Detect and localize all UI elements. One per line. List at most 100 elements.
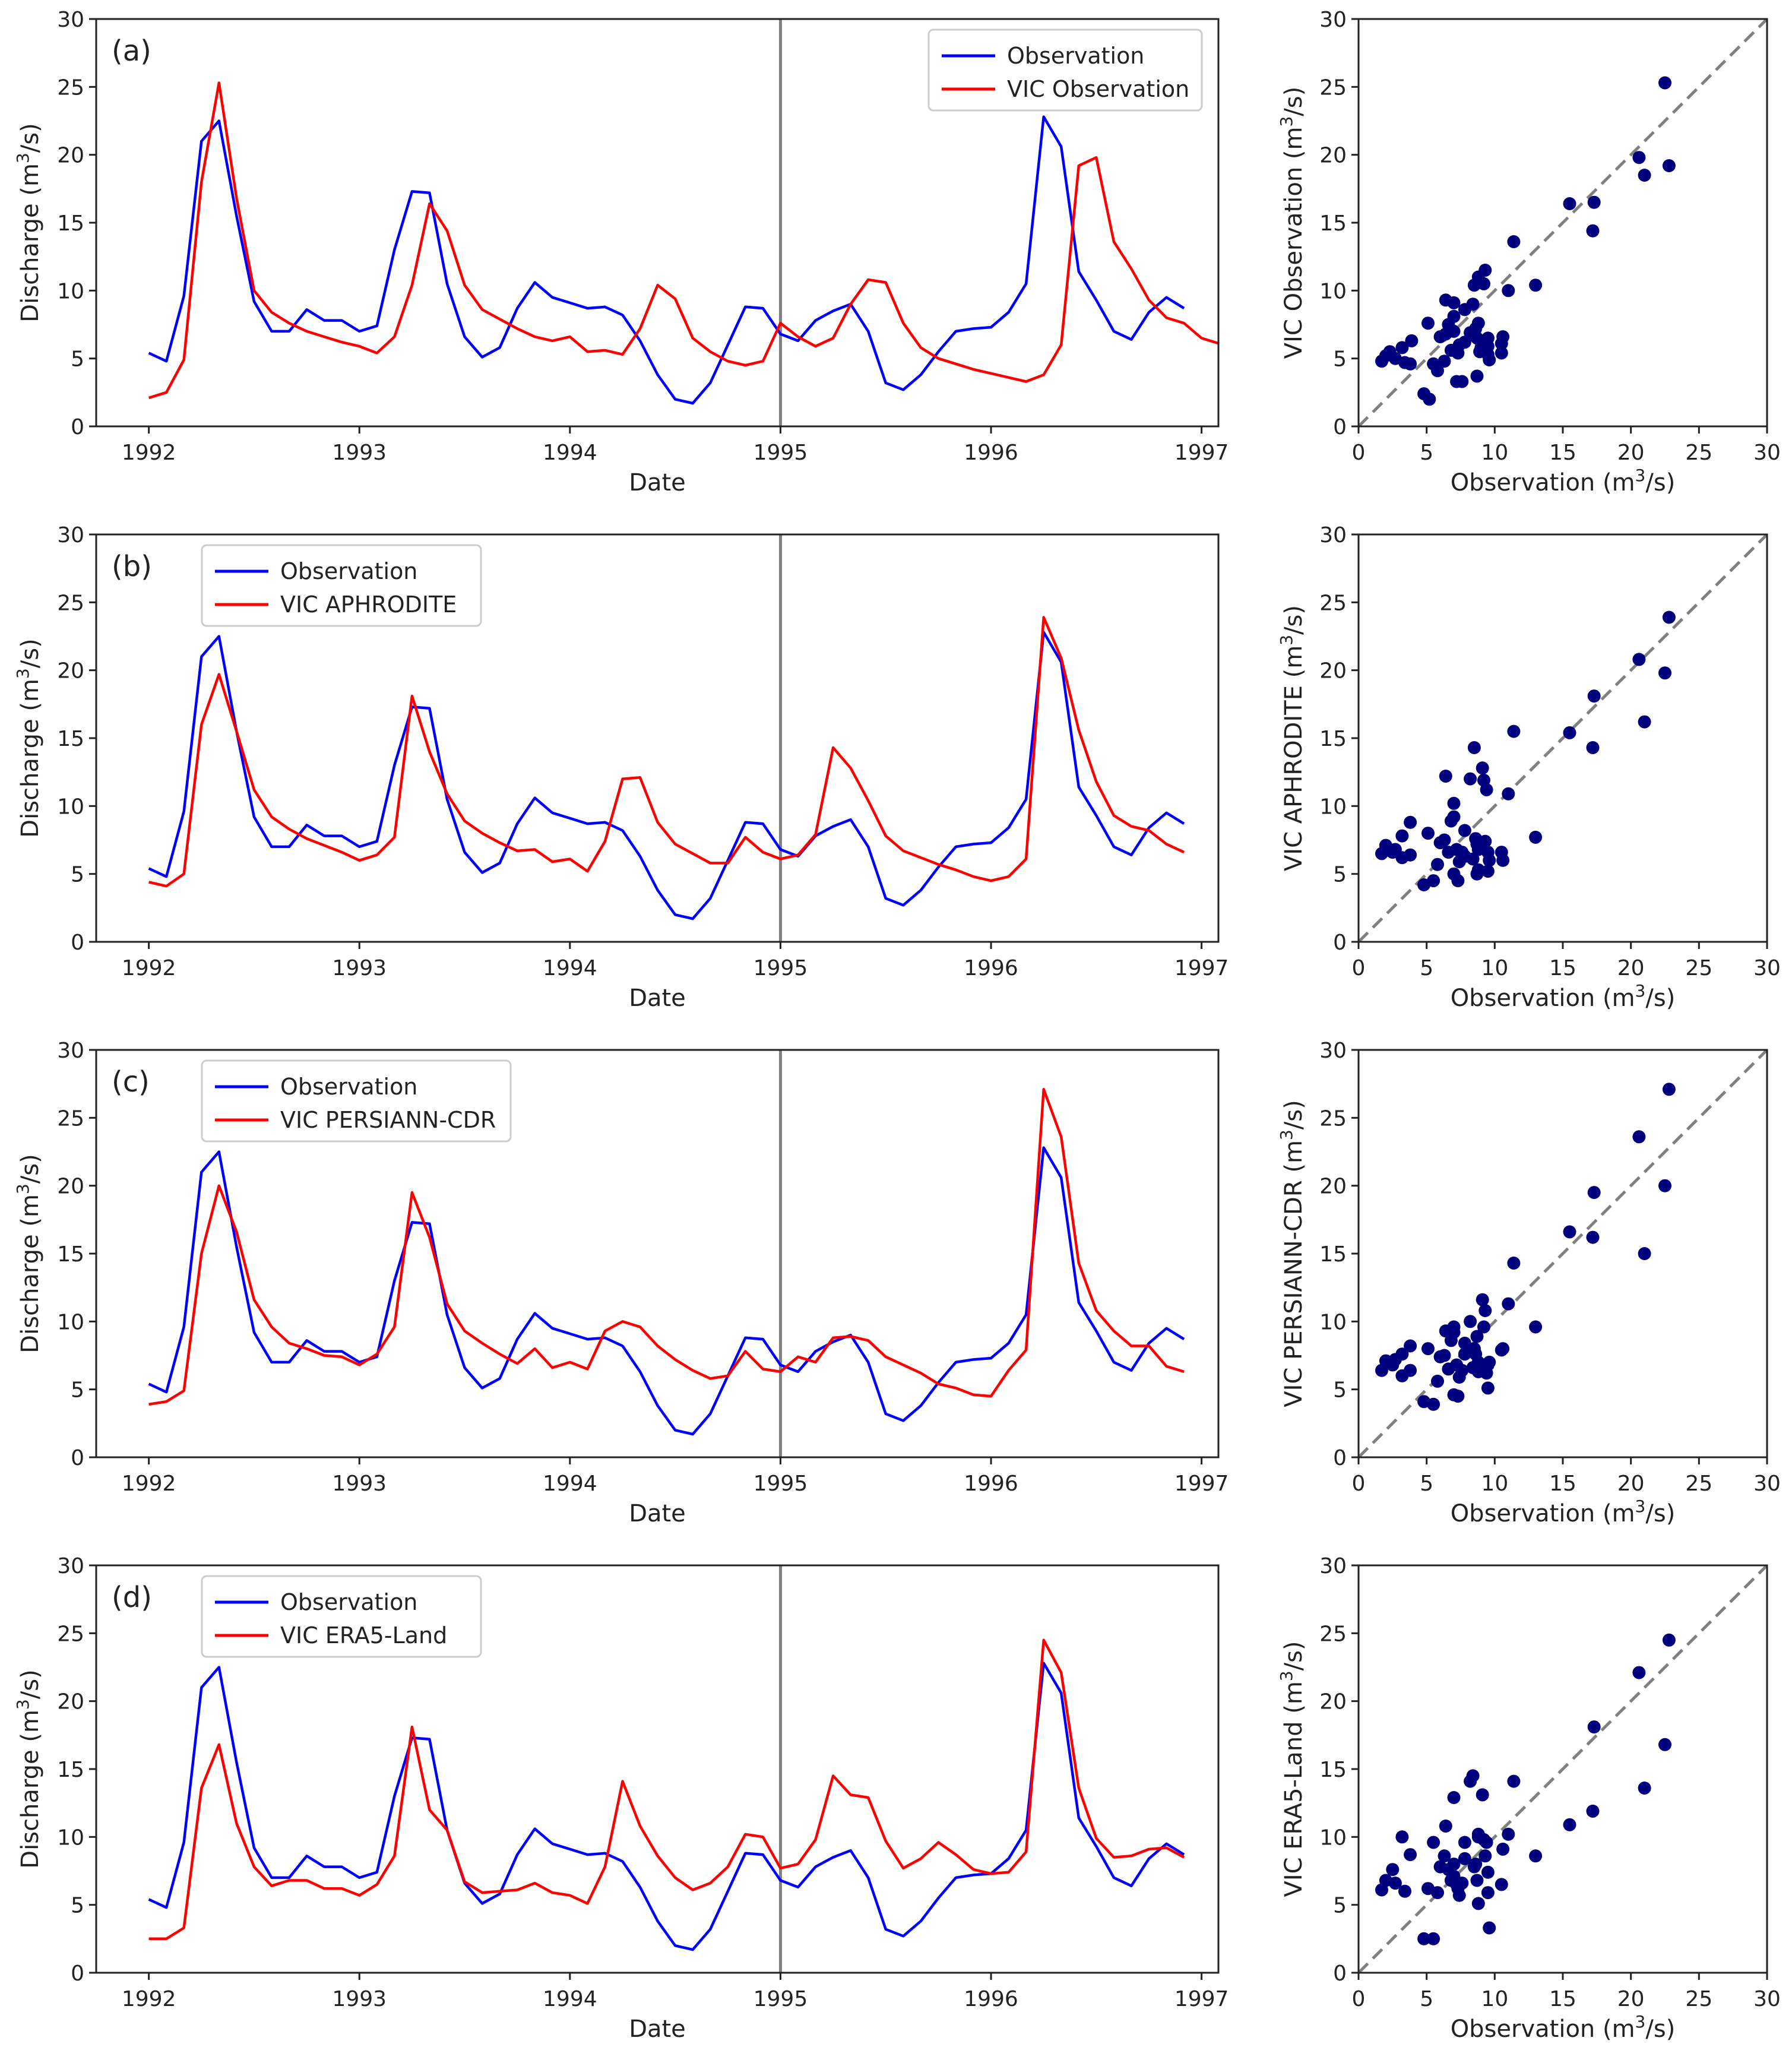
x-tick-label: 5 — [1420, 1472, 1433, 1496]
scatter-point — [1478, 1304, 1492, 1317]
scatter-point — [1481, 331, 1495, 345]
scatter-point — [1438, 355, 1451, 368]
y-axis-label: VIC Observation (m3/s) — [1277, 87, 1308, 359]
x-tick-label: 25 — [1685, 441, 1712, 465]
scatter-point — [1421, 1342, 1435, 1356]
y-tick-label: 10 — [1319, 279, 1347, 303]
scatter-point — [1466, 298, 1480, 311]
x-tick-label: 1992 — [122, 956, 176, 980]
legend-entry: VIC APHRODITE — [280, 591, 457, 618]
x-axis-label: Observation (m3/s) — [1451, 2012, 1676, 2043]
y-axis-label: VIC PERSIANN-CDR (m3/s) — [1277, 1100, 1308, 1407]
scatter-point — [1662, 610, 1676, 624]
x-tick-label: 5 — [1420, 1987, 1433, 2011]
legend-entry: Observation — [280, 558, 417, 584]
y-tick-label: 30 — [1319, 8, 1347, 32]
one-to-one-line — [1357, 533, 1768, 943]
x-tick-label: 15 — [1549, 1472, 1576, 1496]
scatter-point — [1464, 1315, 1477, 1328]
scatter-point — [1483, 353, 1496, 366]
scatter-point — [1423, 393, 1436, 406]
scatter-point — [1483, 1355, 1496, 1369]
y-tick-label: 10 — [1319, 1310, 1347, 1334]
one-to-one-line — [1357, 1564, 1768, 1974]
scatter-point — [1439, 1820, 1452, 1833]
scatter-point — [1586, 224, 1600, 238]
scatter-point — [1458, 1852, 1471, 1865]
y-tick-label: 20 — [57, 1690, 84, 1714]
timeseries-panel-d: 0 5 10 15 20 25 30 1992 1993 1994 1995 1996 1997 (d) D… — [13, 1554, 1229, 2043]
x-tick-label: 1996 — [964, 956, 1018, 980]
scatter-point — [1455, 1877, 1469, 1890]
x-tick-label: 0 — [1352, 1472, 1366, 1496]
scatter-point — [1502, 1827, 1515, 1841]
scatter-point — [1529, 830, 1543, 844]
y-tick-label: 15 — [57, 727, 84, 751]
x-tick-label: 25 — [1685, 956, 1712, 980]
y-tick-label: 5 — [71, 347, 84, 372]
y-tick-label: 15 — [57, 1242, 84, 1267]
scatter-point — [1469, 1858, 1483, 1871]
x-tick-label: 1994 — [543, 1472, 597, 1496]
scatter-point — [1476, 1788, 1489, 1802]
scatter-point — [1638, 169, 1651, 182]
scatter-point — [1496, 1842, 1510, 1856]
scatter-point — [1471, 317, 1485, 330]
scatter-point — [1447, 309, 1461, 323]
y-tick-label: 5 — [1333, 1894, 1347, 1918]
scatter-point — [1483, 1921, 1496, 1935]
y-tick-label: 25 — [1319, 591, 1347, 615]
scatter-point — [1502, 1297, 1515, 1311]
y-tick-label: 0 — [1333, 931, 1347, 955]
legend-entry: Observation — [280, 1074, 417, 1100]
scatter-point — [1496, 853, 1510, 867]
y-tick-label: 15 — [1319, 1242, 1347, 1267]
legend: Observation VIC ERA5-Land — [201, 1575, 482, 1658]
scatter-point — [1470, 1874, 1484, 1887]
y-tick-label: 5 — [1333, 1378, 1347, 1403]
x-tick-label: 30 — [1753, 1987, 1781, 2011]
x-tick-label: 1993 — [332, 441, 387, 465]
scatter-point — [1417, 1932, 1431, 1945]
x-tick-label: 20 — [1617, 956, 1645, 980]
scatter-point — [1431, 364, 1444, 378]
y-tick-label: 15 — [1319, 727, 1347, 751]
x-tick-label: 1993 — [332, 956, 387, 980]
x-tick-label: 5 — [1420, 441, 1433, 465]
scatter-point — [1466, 1769, 1480, 1783]
legend: Observation VIC Observation — [927, 29, 1203, 112]
x-tick-label: 20 — [1617, 1472, 1645, 1496]
y-tick-label: 20 — [1319, 144, 1347, 168]
y-axis-label: VIC ERA5-Land (m3/s) — [1277, 1641, 1308, 1897]
y-tick-label: 10 — [1319, 795, 1347, 819]
scatter-point — [1439, 770, 1452, 783]
x-tick-label: 20 — [1617, 441, 1645, 465]
x-tick-label: 0 — [1352, 956, 1366, 980]
x-tick-label: 1996 — [964, 1472, 1018, 1496]
legend: Observation VIC PERSIANN-CDR — [201, 1059, 512, 1143]
scatter-point — [1438, 833, 1451, 847]
observation-series-line — [148, 115, 1185, 405]
y-tick-label: 30 — [57, 1554, 84, 1578]
plot-frame — [1357, 533, 1768, 943]
x-tick-label: 1995 — [753, 1472, 808, 1496]
y-tick-label: 30 — [1319, 1554, 1347, 1578]
panel-label: (a) — [112, 34, 151, 68]
scatter-point — [1467, 741, 1481, 754]
y-tick-label: 10 — [1319, 1825, 1347, 1850]
scatter-point — [1404, 815, 1417, 829]
scatter-point — [1427, 1932, 1440, 1945]
x-tick-label: 5 — [1420, 956, 1433, 980]
y-tick-label: 25 — [57, 75, 84, 100]
scatter-point — [1458, 1347, 1471, 1361]
scatter-panel: 0 5 10 15 20 25 30 0 5 10 15 20 25 30 Observation (m3/… — [1277, 1039, 1781, 1527]
scatter-point — [1447, 1791, 1461, 1804]
plot-frame — [1357, 1049, 1768, 1458]
scatter-point — [1529, 1320, 1543, 1334]
scatter-point — [1658, 666, 1671, 680]
scatter-point — [1496, 330, 1510, 344]
scatter-point — [1586, 741, 1600, 754]
y-tick-label: 30 — [57, 1039, 84, 1063]
y-tick-label: 0 — [71, 415, 84, 439]
x-tick-label: 30 — [1753, 441, 1781, 465]
